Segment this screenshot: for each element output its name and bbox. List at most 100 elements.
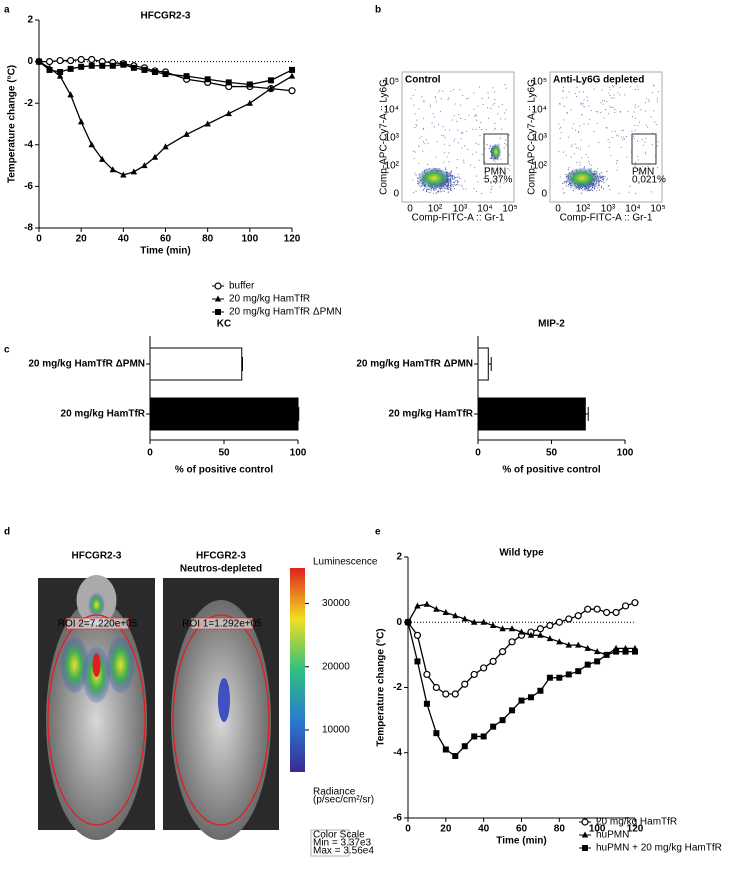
scatter-dot bbox=[504, 143, 506, 145]
scatter-dot bbox=[448, 161, 450, 163]
marker bbox=[632, 648, 638, 655]
marker bbox=[555, 618, 563, 626]
scatter-dot bbox=[435, 97, 437, 99]
marker bbox=[225, 79, 232, 86]
scatter-dot bbox=[443, 143, 445, 145]
marker bbox=[575, 668, 582, 675]
scatter-dot bbox=[593, 88, 595, 90]
scatter-dot bbox=[644, 141, 646, 143]
scatter-dot bbox=[451, 172, 453, 174]
x-tick-label: 0 bbox=[475, 448, 481, 459]
marker bbox=[461, 615, 468, 622]
colorbar-tick-label: 30000 bbox=[322, 598, 350, 609]
scatter-dot bbox=[602, 100, 604, 102]
scatter-dot bbox=[473, 187, 475, 189]
scatter-dot bbox=[630, 151, 632, 153]
scatter-dot bbox=[583, 99, 585, 101]
marker bbox=[489, 622, 497, 629]
colorbar bbox=[290, 568, 305, 772]
scatter-dot bbox=[473, 92, 475, 94]
scatter-dot bbox=[497, 177, 499, 179]
marker bbox=[183, 73, 190, 80]
scatter-dot bbox=[595, 182, 597, 184]
scatter-dot bbox=[412, 192, 414, 194]
scatter-dot bbox=[441, 134, 443, 136]
scatter-dot bbox=[500, 118, 502, 120]
scatter-dot bbox=[588, 187, 590, 189]
scatter-dot bbox=[480, 122, 482, 124]
marker bbox=[151, 69, 158, 75]
scatter-dot bbox=[576, 162, 578, 164]
scatter-dot bbox=[449, 171, 451, 173]
marker bbox=[130, 64, 137, 71]
x-tick-label: 40 bbox=[118, 234, 130, 245]
scatter-dot bbox=[499, 176, 501, 178]
marker bbox=[508, 638, 516, 646]
scatter-dot bbox=[598, 177, 600, 179]
scatter-dot bbox=[461, 184, 463, 186]
scatter-dot bbox=[476, 119, 478, 121]
x-axis-label: Time (min) bbox=[140, 246, 190, 257]
legend-label: 20 mg/kg HamTfR ΔPMN bbox=[229, 307, 342, 318]
scatter-dot bbox=[456, 176, 458, 178]
scatter-dot bbox=[498, 106, 500, 108]
scatter-dot bbox=[589, 186, 591, 188]
scatter-dot bbox=[414, 126, 416, 128]
scatter-dot bbox=[652, 84, 654, 86]
scatter-dot bbox=[612, 107, 614, 109]
scatter-dot bbox=[657, 145, 659, 147]
scatter-dot bbox=[415, 174, 417, 176]
y-tick-label: 10⁴ bbox=[532, 105, 547, 116]
scatter-dot bbox=[460, 138, 462, 140]
scatter-dot bbox=[594, 187, 596, 189]
scatter-dot bbox=[423, 128, 425, 130]
scatter-dot bbox=[596, 122, 598, 124]
x-tick-label: 10² bbox=[576, 204, 591, 215]
scatter-dot bbox=[647, 165, 649, 167]
scatter-dot bbox=[508, 134, 510, 136]
scatter-dot bbox=[482, 178, 484, 180]
scatter-dot bbox=[601, 172, 603, 174]
scatter-dot bbox=[447, 182, 449, 184]
scatter-dot bbox=[633, 135, 635, 137]
scatter-dot bbox=[427, 142, 429, 144]
scatter-dot bbox=[481, 154, 483, 156]
scatter-dot bbox=[431, 188, 433, 190]
scatter-dot bbox=[452, 181, 454, 183]
scatter-dot bbox=[464, 119, 466, 121]
scatter-dot bbox=[428, 188, 430, 190]
scatter-dot bbox=[655, 124, 657, 126]
y-tick-label: 0 bbox=[541, 189, 547, 200]
scatter-dot bbox=[448, 152, 450, 154]
scatter-dot bbox=[491, 158, 493, 160]
series-line bbox=[407, 602, 636, 695]
scatter-dot bbox=[589, 186, 591, 188]
scatter-dot bbox=[485, 129, 487, 131]
scatter-dot bbox=[567, 136, 569, 138]
scatter-dot bbox=[422, 184, 424, 186]
scatter-dot bbox=[440, 98, 442, 100]
scatter-dot bbox=[563, 119, 565, 121]
scatter-dot bbox=[595, 170, 597, 172]
scatter-dot bbox=[641, 139, 643, 141]
scatter-dot bbox=[591, 187, 593, 189]
scatter-dot bbox=[575, 95, 577, 97]
scatter-dot bbox=[453, 115, 455, 117]
scatter-dot bbox=[433, 190, 435, 192]
y-tick-label: 2 bbox=[396, 552, 402, 563]
scatter-dot bbox=[634, 89, 636, 91]
scatter-dot bbox=[593, 184, 595, 186]
scatter-dot bbox=[448, 183, 450, 185]
scatter-dot bbox=[490, 191, 492, 193]
scatter-dot bbox=[450, 179, 452, 181]
scatter-dot bbox=[593, 188, 595, 190]
scatter-dot bbox=[445, 188, 447, 190]
scatter-dot bbox=[439, 187, 441, 189]
y-axis-label: Comp-APC-Cy7-A :: Ly6G bbox=[527, 79, 538, 195]
scatter-dot bbox=[562, 86, 564, 88]
scatter-dot bbox=[619, 86, 621, 88]
scatter-dot bbox=[451, 176, 453, 178]
scatter-dot bbox=[459, 177, 461, 179]
scatter-dot bbox=[588, 186, 590, 188]
scatter-dot bbox=[504, 112, 506, 114]
